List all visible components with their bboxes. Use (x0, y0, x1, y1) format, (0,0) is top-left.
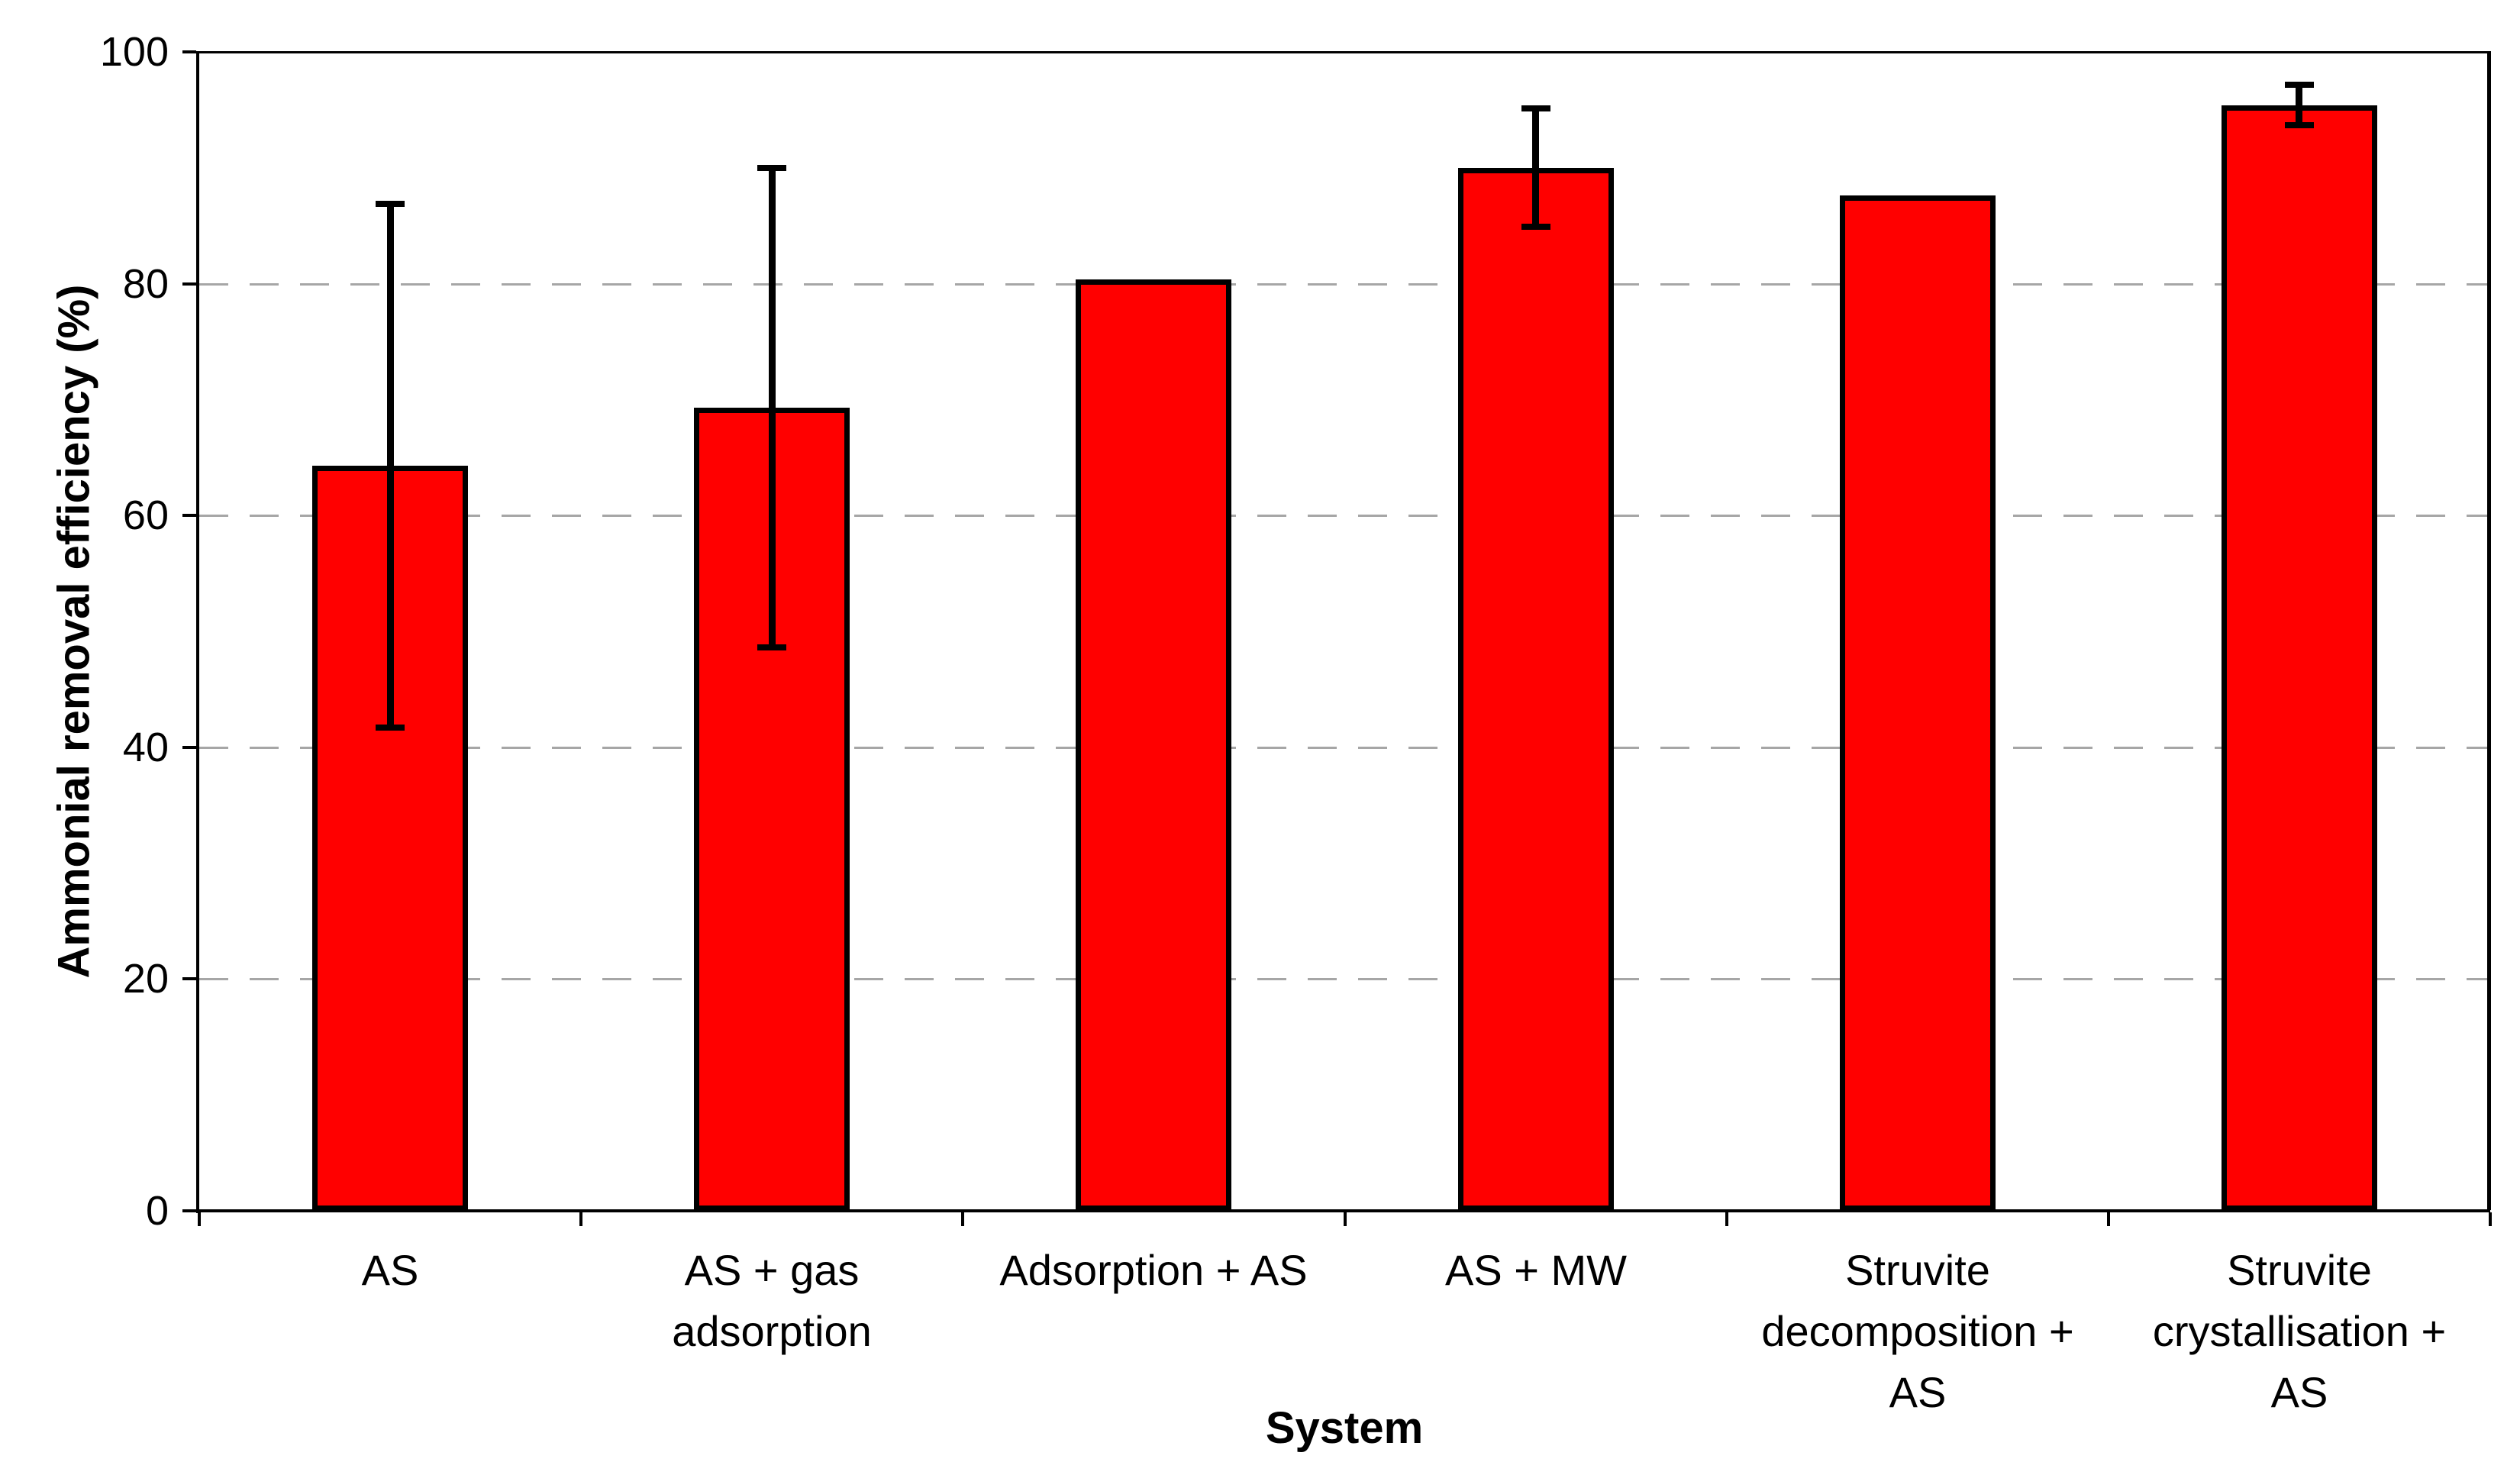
y-tick-label: 20 (122, 956, 169, 1002)
x-tick (579, 1212, 583, 1226)
bar (1076, 279, 1231, 1211)
y-tick-label: 100 (99, 29, 169, 75)
error-bar (2296, 85, 2302, 126)
y-gridline (199, 746, 2490, 749)
category-label: Struvite decomposition + AS (1761, 1246, 2074, 1416)
x-tick (961, 1212, 965, 1226)
error-bar (769, 167, 776, 648)
bar (2222, 105, 2377, 1211)
y-tick (182, 1209, 196, 1212)
y-tick-label: 0 (145, 1188, 169, 1234)
y-tick-label: 60 (122, 492, 169, 539)
y-gridline (199, 515, 2490, 518)
x-tick (1725, 1212, 1728, 1226)
y-tick (182, 977, 196, 981)
x-tick (1343, 1212, 1347, 1226)
error-bar-top-cap (757, 164, 786, 171)
error-bar-bottom-cap (757, 644, 786, 651)
bar (1840, 195, 1996, 1211)
y-tick (182, 745, 196, 749)
error-bar-top-cap (1521, 105, 1550, 112)
category-label: AS + gas adsorption (672, 1246, 872, 1355)
y-tick (182, 514, 196, 518)
error-bar (1532, 108, 1539, 228)
x-tick (2106, 1212, 2110, 1226)
category-label: AS (361, 1246, 419, 1294)
y-tick-label: 40 (122, 724, 169, 770)
error-bar-bottom-cap (376, 724, 405, 731)
error-bar-top-cap (2285, 82, 2314, 89)
x-axis-title: System (1265, 1403, 1424, 1453)
y-tick-label: 80 (122, 260, 169, 307)
y-axis-title: Ammonial removal efficiency (%) (49, 284, 99, 979)
bar (1458, 168, 1614, 1211)
x-axis (186, 1209, 2490, 1212)
y-tick (182, 50, 196, 53)
y-gridline (199, 282, 2490, 286)
x-tick (2489, 1212, 2492, 1226)
x-tick (198, 1212, 201, 1226)
error-bar-bottom-cap (2285, 122, 2314, 129)
y-tick (182, 282, 196, 286)
error-bar (387, 203, 394, 728)
plot-top-border (199, 51, 2490, 53)
category-label: Struvite crystallisation + AS (2152, 1246, 2447, 1416)
y-axis (196, 51, 199, 1213)
y-gridline (199, 978, 2490, 981)
error-bar-top-cap (376, 200, 405, 207)
plot-right-border (2487, 51, 2491, 1210)
category-label: Adsorption + AS (999, 1246, 1308, 1294)
category-label: AS + MW (1444, 1246, 1628, 1294)
error-bar-bottom-cap (1521, 224, 1550, 231)
